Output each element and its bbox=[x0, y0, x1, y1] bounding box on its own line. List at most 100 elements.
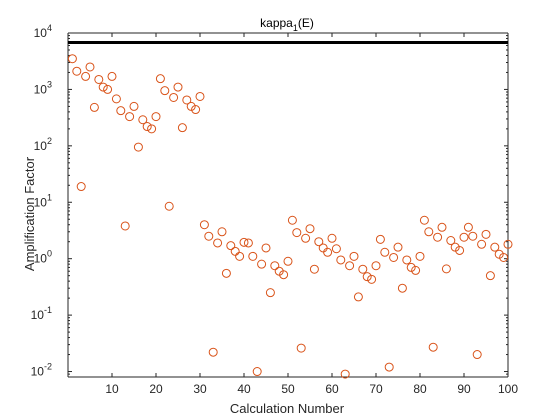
x-tick-label: 40 bbox=[237, 382, 251, 396]
y-axis-label: Amplification Factor bbox=[22, 156, 37, 271]
data-point bbox=[393, 242, 403, 252]
data-point bbox=[257, 259, 267, 269]
data-point bbox=[463, 222, 473, 232]
data-point bbox=[265, 288, 275, 298]
data-point bbox=[125, 112, 135, 122]
data-point bbox=[191, 105, 201, 115]
data-point bbox=[459, 232, 469, 242]
data-point bbox=[375, 234, 385, 244]
data-point bbox=[428, 342, 438, 352]
data-point bbox=[243, 238, 253, 248]
data-point bbox=[173, 82, 183, 92]
x-tick-label: 30 bbox=[193, 382, 207, 396]
data-point bbox=[107, 71, 117, 81]
data-point bbox=[85, 62, 95, 72]
y-tick-label: 102 bbox=[34, 136, 52, 153]
data-point bbox=[177, 123, 187, 133]
data-point bbox=[380, 247, 390, 257]
data-point bbox=[94, 74, 104, 84]
data-point bbox=[270, 261, 280, 271]
x-tick-label: 70 bbox=[369, 382, 383, 396]
data-point bbox=[213, 238, 223, 248]
data-point bbox=[371, 261, 381, 271]
data-point bbox=[120, 221, 130, 231]
data-point bbox=[72, 66, 82, 76]
data-point bbox=[314, 237, 324, 247]
data-point bbox=[98, 82, 108, 92]
data-point bbox=[296, 343, 306, 353]
data-point bbox=[362, 272, 372, 282]
data-point bbox=[441, 264, 451, 274]
data-point bbox=[402, 255, 412, 265]
data-point bbox=[217, 227, 227, 237]
data-point bbox=[142, 122, 152, 132]
data-point bbox=[221, 268, 231, 278]
data-point bbox=[147, 124, 157, 134]
data-point bbox=[345, 261, 355, 271]
y-tick-label: 101 bbox=[34, 192, 52, 209]
data-point bbox=[67, 54, 77, 64]
data-point bbox=[353, 292, 363, 302]
x-axis-label: Calculation Number bbox=[230, 401, 345, 416]
data-point bbox=[397, 283, 407, 293]
data-point bbox=[384, 362, 394, 372]
data-point bbox=[415, 251, 425, 261]
data-point bbox=[301, 233, 311, 243]
data-point bbox=[424, 227, 434, 237]
data-point bbox=[226, 241, 236, 251]
data-point bbox=[406, 262, 416, 272]
data-point bbox=[204, 231, 214, 241]
data-point bbox=[138, 115, 148, 125]
x-tick-label: 60 bbox=[325, 382, 339, 396]
data-point bbox=[411, 265, 421, 275]
data-point bbox=[283, 256, 293, 266]
data-point bbox=[336, 255, 346, 265]
data-point bbox=[261, 243, 271, 253]
data-point bbox=[103, 84, 113, 94]
x-tick-label: 80 bbox=[413, 382, 427, 396]
data-point bbox=[323, 247, 333, 257]
data-point bbox=[160, 86, 170, 96]
data-point bbox=[155, 74, 165, 84]
x-tick-label: 10 bbox=[105, 382, 119, 396]
data-point bbox=[331, 244, 341, 254]
data-point bbox=[169, 92, 179, 102]
data-point bbox=[208, 347, 218, 357]
data-point bbox=[433, 232, 443, 242]
x-tick-label: 50 bbox=[281, 382, 295, 396]
data-point bbox=[199, 220, 209, 230]
data-point bbox=[111, 94, 121, 104]
data-point bbox=[116, 106, 126, 116]
data-point bbox=[248, 251, 258, 261]
x-tick-label: 100 bbox=[498, 382, 518, 396]
y-tick-label: 10-2 bbox=[31, 362, 52, 379]
data-point bbox=[327, 233, 337, 243]
x-tick-label: 90 bbox=[457, 382, 471, 396]
data-point bbox=[76, 182, 86, 192]
data-point bbox=[419, 215, 429, 225]
data-point bbox=[446, 236, 456, 246]
data-point bbox=[182, 95, 192, 105]
data-point bbox=[151, 112, 161, 122]
data-point bbox=[287, 215, 297, 225]
data-point bbox=[133, 142, 143, 152]
data-point bbox=[235, 251, 245, 261]
data-point bbox=[81, 71, 91, 81]
data-point bbox=[129, 101, 139, 111]
data-point bbox=[292, 228, 302, 238]
y-tick-label: 100 bbox=[34, 249, 52, 266]
chart-title: kappa1(E) bbox=[260, 16, 314, 33]
data-point bbox=[472, 350, 482, 360]
data-point bbox=[468, 231, 478, 241]
data-point bbox=[455, 245, 465, 255]
data-point bbox=[279, 270, 289, 280]
data-point bbox=[437, 222, 447, 232]
data-point bbox=[499, 252, 509, 262]
data-point bbox=[305, 224, 315, 234]
data-point bbox=[309, 264, 319, 274]
data-point bbox=[230, 246, 240, 256]
data-point bbox=[340, 369, 350, 379]
y-tick-label: 103 bbox=[34, 79, 52, 96]
